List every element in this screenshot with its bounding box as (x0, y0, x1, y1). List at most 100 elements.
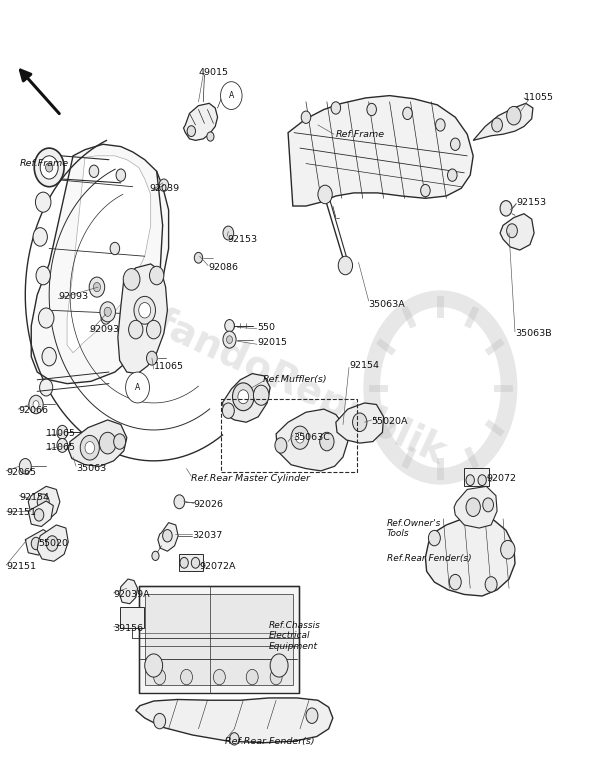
Circle shape (227, 336, 233, 343)
Text: 11065: 11065 (46, 443, 76, 453)
Circle shape (174, 495, 185, 508)
Polygon shape (454, 487, 497, 528)
Circle shape (145, 654, 163, 677)
Circle shape (125, 372, 149, 403)
Polygon shape (336, 403, 383, 443)
Text: 32037: 32037 (193, 532, 223, 540)
Text: Ref.Rear Master Cylinder: Ref.Rear Master Cylinder (191, 474, 310, 483)
Circle shape (448, 169, 457, 181)
Text: A: A (135, 383, 140, 392)
Circle shape (40, 156, 58, 179)
Circle shape (149, 267, 164, 284)
Circle shape (57, 425, 68, 439)
Circle shape (492, 118, 502, 132)
Circle shape (291, 426, 309, 450)
Text: 55020: 55020 (38, 539, 68, 548)
Circle shape (428, 530, 440, 546)
Circle shape (403, 107, 412, 119)
Circle shape (449, 574, 461, 590)
Polygon shape (473, 103, 533, 140)
Circle shape (113, 434, 125, 450)
Circle shape (80, 436, 100, 460)
Circle shape (110, 243, 119, 255)
Circle shape (127, 584, 136, 596)
Circle shape (181, 670, 193, 685)
Circle shape (19, 459, 31, 474)
Text: 92153: 92153 (227, 235, 257, 243)
Polygon shape (119, 579, 137, 604)
Polygon shape (288, 95, 473, 206)
Circle shape (500, 540, 515, 559)
Circle shape (123, 269, 140, 290)
Polygon shape (184, 103, 218, 140)
Text: 35063A: 35063A (368, 300, 406, 308)
Circle shape (94, 282, 101, 291)
Text: 11055: 11055 (524, 94, 554, 102)
Circle shape (478, 475, 487, 486)
Polygon shape (500, 214, 534, 250)
Bar (139, 586, 299, 693)
Text: Ref.Chassis
Electrical
Equipment: Ref.Chassis Electrical Equipment (269, 621, 321, 650)
Text: 92065: 92065 (6, 468, 36, 477)
Polygon shape (25, 529, 50, 555)
Circle shape (85, 442, 95, 454)
Circle shape (246, 670, 258, 685)
Circle shape (483, 498, 493, 512)
Circle shape (451, 138, 460, 150)
Bar (221, 399, 358, 473)
Polygon shape (37, 525, 68, 561)
Bar (145, 594, 293, 685)
Text: 49015: 49015 (199, 68, 229, 77)
Text: Ref.Rear Fender(s): Ref.Rear Fender(s) (386, 553, 471, 563)
Text: 39156: 39156 (113, 624, 144, 633)
Polygon shape (276, 409, 348, 471)
Circle shape (37, 494, 49, 509)
Text: 92066: 92066 (18, 406, 48, 415)
Text: 35063C: 35063C (293, 433, 330, 443)
Polygon shape (28, 487, 60, 520)
Circle shape (187, 126, 196, 136)
Polygon shape (136, 698, 333, 742)
Circle shape (146, 320, 161, 339)
Circle shape (270, 670, 282, 685)
Circle shape (154, 713, 166, 728)
Circle shape (163, 529, 172, 542)
Text: fandoRepublik: fandoRepublik (148, 303, 452, 472)
Circle shape (154, 670, 166, 685)
Polygon shape (158, 522, 178, 551)
Circle shape (214, 670, 226, 685)
Circle shape (223, 403, 235, 418)
Text: 92072A: 92072A (200, 562, 236, 571)
Circle shape (233, 383, 254, 411)
Circle shape (320, 432, 334, 451)
Polygon shape (68, 420, 127, 467)
Text: Ref.Rear Fender(s): Ref.Rear Fender(s) (226, 737, 315, 746)
Text: Ref.Frame: Ref.Frame (336, 129, 385, 139)
Circle shape (34, 148, 64, 187)
Circle shape (33, 401, 39, 408)
Circle shape (221, 81, 242, 109)
Circle shape (466, 498, 481, 516)
Circle shape (116, 169, 125, 181)
Circle shape (101, 312, 110, 324)
Text: Ref.Owner's
Tools: Ref.Owner's Tools (386, 518, 441, 538)
Text: A: A (229, 91, 234, 100)
Bar (179, 554, 203, 571)
Text: Ref.Muffler(s): Ref.Muffler(s) (263, 375, 328, 384)
Circle shape (223, 331, 236, 348)
Circle shape (29, 395, 43, 414)
Circle shape (485, 577, 497, 592)
Text: 92093: 92093 (90, 325, 120, 334)
Circle shape (89, 277, 105, 297)
Circle shape (421, 184, 430, 197)
Text: 11065: 11065 (46, 429, 76, 439)
Text: Ref.Frame: Ref.Frame (19, 159, 68, 168)
Text: 550: 550 (257, 322, 275, 332)
Circle shape (223, 226, 234, 240)
Text: 92086: 92086 (208, 264, 238, 272)
Text: 92153: 92153 (516, 198, 547, 207)
Text: 92151: 92151 (6, 508, 36, 517)
Circle shape (38, 308, 54, 328)
Circle shape (506, 106, 521, 125)
Circle shape (146, 351, 157, 365)
